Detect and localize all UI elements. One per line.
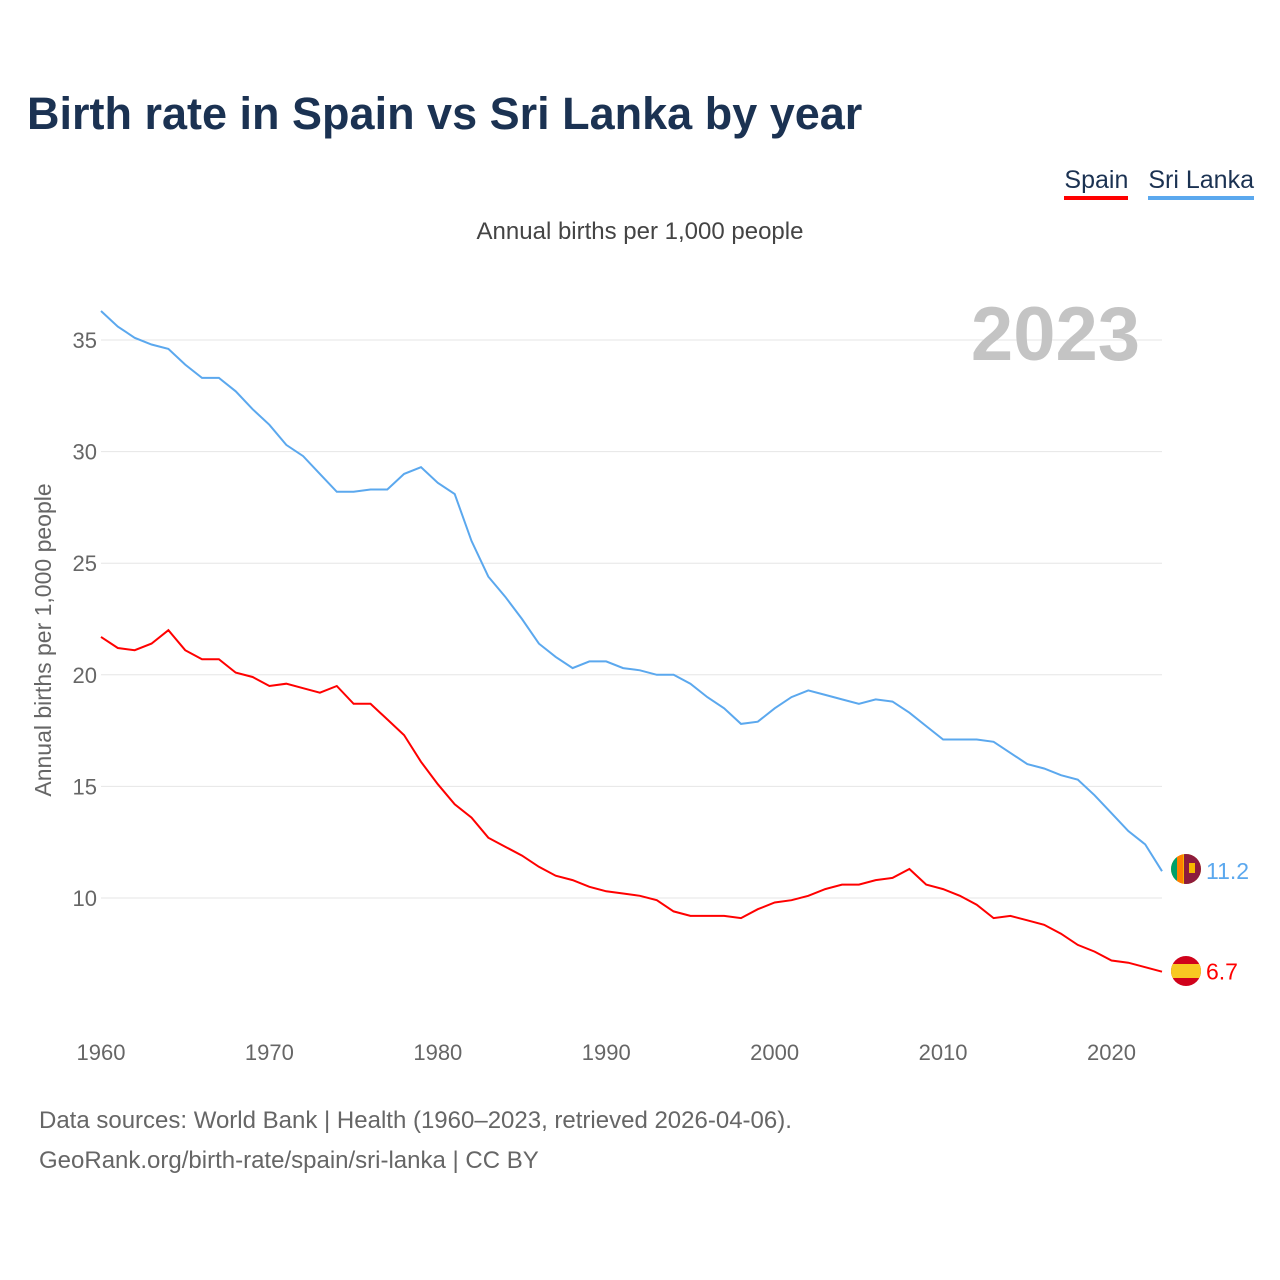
footer-sources: Data sources: World Bank | Health (1960–… — [39, 1107, 792, 1134]
x-tick-label: 1990 — [582, 1040, 631, 1065]
end-value-label: 6.7 — [1206, 959, 1238, 985]
y-tick-label: 30 — [73, 440, 97, 465]
legend-item-spain[interactable]: Spain — [1064, 166, 1129, 200]
x-tick-label: 1960 — [77, 1040, 126, 1065]
series-line-sri-lanka — [100, 310, 1163, 872]
y-tick-label: 35 — [73, 328, 97, 353]
x-tick-label: 2020 — [1087, 1040, 1136, 1065]
x-tick-label: 2010 — [919, 1040, 968, 1065]
y-tick-label: 10 — [73, 886, 97, 911]
series-line-spain — [100, 628, 1163, 973]
x-tick-label: 1980 — [413, 1040, 462, 1065]
x-tick-label: 2000 — [750, 1040, 799, 1065]
end-value-label: 11.2 — [1206, 858, 1249, 884]
y-tick-label: 15 — [73, 774, 97, 799]
legend: Spain Sri Lanka — [1064, 166, 1254, 200]
spain-flag-icon — [1171, 956, 1201, 986]
sri-lanka-flag-icon — [1171, 854, 1201, 884]
x-tick-label: 1970 — [245, 1040, 294, 1065]
chart-title: Birth rate in Spain vs Sri Lanka by year — [27, 88, 863, 139]
footer-link[interactable]: GeoRank.org/birth-rate/spain/sri-lanka |… — [39, 1147, 539, 1174]
y-axis-label: Annual births per 1,000 people — [30, 483, 56, 796]
year-watermark: 2023 — [971, 292, 1140, 377]
y-tick-label: 25 — [73, 551, 97, 576]
chart-subtitle: Annual births per 1,000 people — [476, 218, 804, 245]
legend-item-sri-lanka[interactable]: Sri Lanka — [1148, 166, 1254, 200]
y-tick-label: 20 — [73, 663, 97, 688]
